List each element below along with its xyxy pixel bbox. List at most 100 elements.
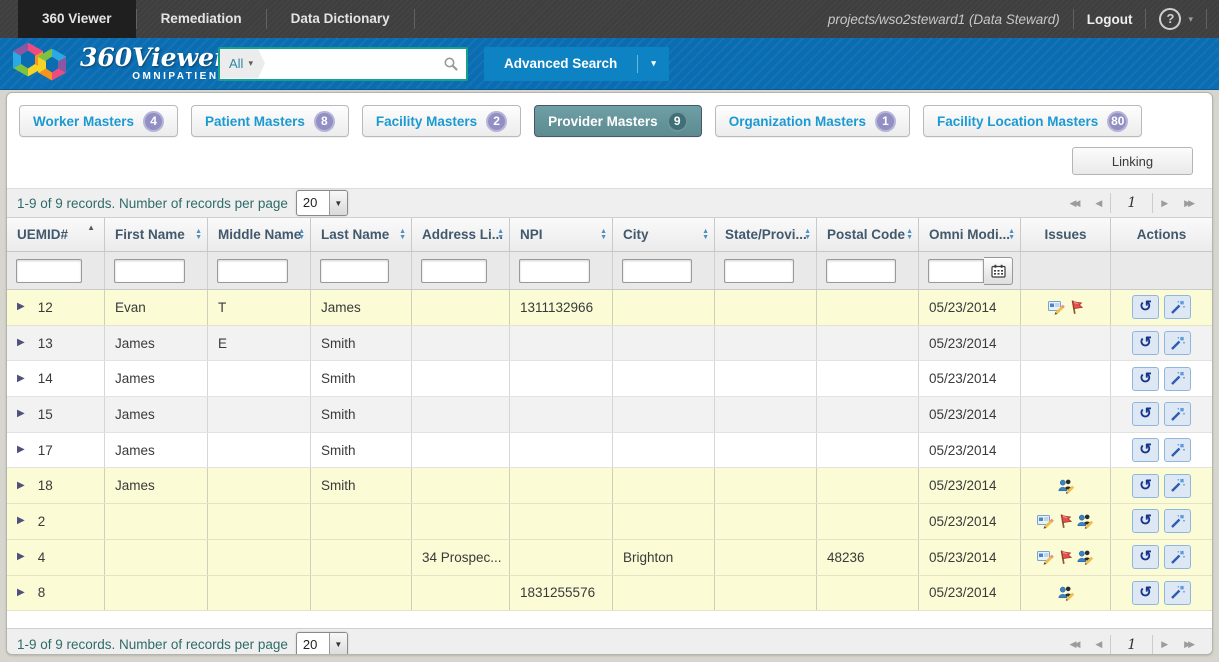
table-row-uemid-8[interactable]: ▶8183125557605/23/2014↺ — [7, 576, 1212, 612]
record-edit-icon[interactable] — [1037, 513, 1055, 529]
master-tab-facility-masters[interactable]: Facility Masters2 — [362, 105, 521, 137]
filter-input-state-provi[interactable] — [724, 259, 794, 283]
page-size-dropdown-icon[interactable]: ▼ — [329, 191, 347, 215]
chevron-down-icon[interactable]: ▾ — [1188, 14, 1193, 25]
linked-records-icon[interactable] — [1076, 549, 1094, 565]
expand-row-icon[interactable]: ▶ — [17, 588, 25, 598]
column-header-address-li[interactable]: Address Li...▲▼ — [412, 218, 510, 251]
filter-input-npi[interactable] — [519, 259, 590, 283]
page-size-select[interactable]: 20 ▼ — [296, 632, 348, 655]
filter-input-middle-name[interactable] — [217, 259, 288, 283]
remediate-action-button[interactable] — [1164, 581, 1191, 605]
expand-row-icon[interactable]: ▶ — [17, 516, 25, 526]
help-menu[interactable]: ? ▾ — [1159, 8, 1193, 30]
column-header-city[interactable]: City▲▼ — [613, 218, 715, 251]
filter-input-uemid[interactable] — [16, 259, 82, 283]
master-tab-worker-masters[interactable]: Worker Masters4 — [19, 105, 178, 137]
sort-icon[interactable]: ▲▼ — [906, 229, 913, 241]
logout-button[interactable]: Logout — [1087, 12, 1133, 27]
column-header-state-provi[interactable]: State/Provi...▲▼ — [715, 218, 817, 251]
history-action-button[interactable]: ↺ — [1132, 438, 1159, 462]
flag-icon[interactable] — [1069, 299, 1084, 315]
table-row-uemid-12[interactable]: ▶12EvanTJames131113296605/23/2014↺ — [7, 290, 1212, 326]
table-row-uemid-13[interactable]: ▶13JamesESmith05/23/2014↺ — [7, 326, 1212, 362]
table-row-uemid-14[interactable]: ▶14JamesSmith05/23/2014↺ — [7, 361, 1212, 397]
expand-row-icon[interactable]: ▶ — [17, 552, 25, 562]
filter-input-postal-code[interactable] — [826, 259, 896, 283]
table-row-uemid-17[interactable]: ▶17JamesSmith05/23/2014↺ — [7, 433, 1212, 469]
remediate-action-button[interactable] — [1164, 331, 1191, 355]
advanced-search-button[interactable]: Advanced Search ▾ — [484, 47, 669, 81]
remediate-action-button[interactable] — [1164, 402, 1191, 426]
flag-icon[interactable] — [1058, 513, 1073, 529]
nav-tab-360-viewer[interactable]: 360 Viewer — [18, 0, 136, 38]
next-page-button[interactable]: ▶ — [1153, 198, 1176, 209]
filter-input-first-name[interactable] — [114, 259, 185, 283]
table-row-uemid-18[interactable]: ▶18JamesSmith05/23/2014↺ — [7, 468, 1212, 504]
page-size-select[interactable]: 20 ▼ — [296, 190, 348, 216]
filter-input-city[interactable] — [622, 259, 692, 283]
remediate-action-button[interactable] — [1164, 474, 1191, 498]
filter-input-address-li[interactable] — [421, 259, 487, 283]
last-page-button[interactable]: ▶▶ — [1176, 198, 1202, 209]
remediate-action-button[interactable] — [1164, 509, 1191, 533]
calendar-icon[interactable] — [984, 257, 1013, 285]
expand-row-icon[interactable]: ▶ — [17, 338, 25, 348]
history-action-button[interactable]: ↺ — [1132, 474, 1159, 498]
filter-input-last-name[interactable] — [320, 259, 389, 283]
nav-tab-remediation[interactable]: Remediation — [137, 0, 266, 38]
search-input[interactable] — [265, 51, 443, 77]
sort-icon[interactable]: ▲▼ — [195, 229, 202, 241]
sort-icon[interactable]: ▲▼ — [702, 229, 709, 241]
table-row-uemid-4[interactable]: ▶434 Prospec...Brighton4823605/23/2014↺ — [7, 540, 1212, 576]
first-page-button[interactable]: ◀◀ — [1062, 198, 1088, 209]
expand-row-icon[interactable]: ▶ — [17, 409, 25, 419]
page-size-dropdown-icon[interactable]: ▼ — [329, 633, 347, 655]
column-header-uemid[interactable]: UEMID#▲ — [7, 218, 105, 251]
chevron-down-icon[interactable]: ▾ — [638, 58, 669, 69]
next-page-button[interactable]: ▶ — [1153, 639, 1176, 650]
column-header-last-name[interactable]: Last Name▲▼ — [311, 218, 412, 251]
remediate-action-button[interactable] — [1164, 545, 1191, 569]
column-header-npi[interactable]: NPI▲▼ — [510, 218, 613, 251]
linking-button[interactable]: Linking — [1072, 147, 1193, 175]
filter-input-omni-modi[interactable] — [928, 259, 984, 283]
sort-ascending-icon[interactable]: ▲ — [87, 223, 95, 232]
sort-icon[interactable]: ▲▼ — [298, 229, 305, 241]
table-row-uemid-15[interactable]: ▶15JamesSmith05/23/2014↺ — [7, 397, 1212, 433]
master-tab-organization-masters[interactable]: Organization Masters1 — [715, 105, 910, 137]
record-edit-icon[interactable] — [1037, 549, 1055, 565]
linked-records-icon[interactable] — [1057, 585, 1075, 601]
history-action-button[interactable]: ↺ — [1132, 509, 1159, 533]
remediate-action-button[interactable] — [1164, 438, 1191, 462]
linked-records-icon[interactable] — [1076, 513, 1094, 529]
prev-page-button[interactable]: ◀ — [1087, 639, 1110, 650]
sort-icon[interactable]: ▲▼ — [1008, 229, 1015, 241]
history-action-button[interactable]: ↺ — [1132, 581, 1159, 605]
sort-icon[interactable]: ▲▼ — [497, 229, 504, 241]
record-edit-icon[interactable] — [1048, 299, 1066, 315]
expand-row-icon[interactable]: ▶ — [17, 481, 25, 491]
master-tab-provider-masters[interactable]: Provider Masters9 — [534, 105, 702, 137]
expand-row-icon[interactable]: ▶ — [17, 302, 25, 312]
expand-row-icon[interactable]: ▶ — [17, 445, 25, 455]
search-scope-dropdown[interactable]: All ▾ — [220, 49, 265, 79]
search-icon[interactable] — [443, 56, 466, 72]
column-header-postal-code[interactable]: Postal Code▲▼ — [817, 218, 919, 251]
help-icon[interactable]: ? — [1159, 8, 1181, 30]
sort-icon[interactable]: ▲▼ — [804, 229, 811, 241]
column-header-omni-modi[interactable]: Omni Modi...▲▼ — [919, 218, 1021, 251]
column-header-middle-name[interactable]: Middle Name▲▼ — [208, 218, 311, 251]
nav-tab-data-dictionary[interactable]: Data Dictionary — [267, 0, 414, 38]
column-header-first-name[interactable]: First Name▲▼ — [105, 218, 208, 251]
history-action-button[interactable]: ↺ — [1132, 545, 1159, 569]
master-tab-patient-masters[interactable]: Patient Masters8 — [191, 105, 349, 137]
history-action-button[interactable]: ↺ — [1132, 295, 1159, 319]
expand-row-icon[interactable]: ▶ — [17, 374, 25, 384]
first-page-button[interactable]: ◀◀ — [1062, 639, 1088, 650]
table-row-uemid-2[interactable]: ▶205/23/2014↺ — [7, 504, 1212, 540]
last-page-button[interactable]: ▶▶ — [1176, 639, 1202, 650]
history-action-button[interactable]: ↺ — [1132, 367, 1159, 391]
sort-icon[interactable]: ▲▼ — [399, 229, 406, 241]
sort-icon[interactable]: ▲▼ — [600, 229, 607, 241]
